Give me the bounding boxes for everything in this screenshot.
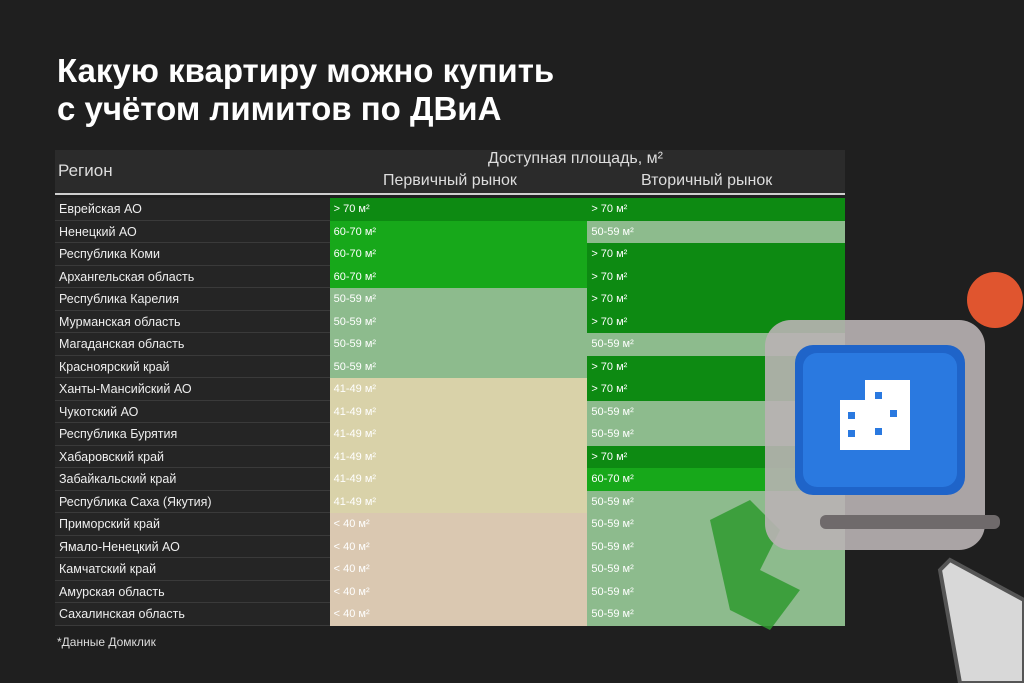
table: Регион Доступная площадь, м² Первичный р… — [55, 150, 845, 626]
primary-cell: 50-59 м² — [329, 310, 588, 333]
region-cell: Республика Бурятия — [55, 423, 330, 446]
region-cell: Республика Коми — [55, 243, 330, 266]
primary-cell: 50-59 м² — [329, 333, 588, 356]
primary-cell: 41-49 м² — [329, 400, 588, 423]
table-row: Сахалинская область < 40 м² 50-59 м² — [55, 603, 845, 626]
region-cell: Мурманская область — [55, 310, 330, 333]
title-line: с учётом лимитов по ДВиА — [57, 90, 502, 127]
region-cell: Республика Саха (Якутия) — [55, 490, 330, 513]
region-cell: Сахалинская область — [55, 603, 330, 626]
primary-cell: 50-59 м² — [329, 355, 588, 378]
region-cell: Приморский край — [55, 513, 330, 536]
title-line: Какую квартиру можно купить — [57, 52, 555, 89]
table-row: Республика Карелия 50-59 м² > 70 м² — [55, 288, 845, 311]
region-cell: Ненецкий АО — [55, 220, 330, 243]
primary-cell: 41-49 м² — [329, 423, 588, 446]
secondary-cell: > 70 м² — [587, 198, 845, 221]
primary-cell: < 40 м² — [329, 513, 588, 536]
primary-cell: 41-49 м² — [329, 445, 588, 468]
table-row: Архангельская область 60-70 м² > 70 м² — [55, 265, 845, 288]
table-row: Республика Коми 60-70 м² > 70 м² — [55, 243, 845, 266]
primary-cell: 60-70 м² — [329, 220, 588, 243]
region-cell: Республика Карелия — [55, 288, 330, 311]
primary-cell: 50-59 м² — [329, 288, 588, 311]
secondary-cell: 50-59 м² — [587, 220, 845, 243]
primary-cell: < 40 м² — [329, 580, 588, 603]
region-cell: Архангельская область — [55, 265, 330, 288]
primary-cell: 60-70 м² — [329, 265, 588, 288]
region-cell: Еврейская АО — [55, 198, 330, 221]
region-cell: Чукотский АО — [55, 400, 330, 423]
primary-cell: < 40 м² — [329, 535, 588, 558]
secondary-cell: > 70 м² — [587, 243, 845, 266]
secondary-cell: 50-59 м² — [587, 558, 845, 581]
header-primary: Первичный рынок — [383, 172, 517, 189]
secondary-cell: > 70 м² — [587, 288, 845, 311]
region-cell: Камчатский край — [55, 558, 330, 581]
table-body: Еврейская АО > 70 м² > 70 м² Ненецкий АО 60-… — [55, 198, 845, 626]
header-group: Доступная площадь, м² — [488, 150, 663, 167]
footnote: *Данные Домклик — [57, 635, 156, 649]
primary-cell: > 70 м² — [329, 198, 588, 221]
region-cell: Ханты-Мансийский АО — [55, 378, 330, 401]
header-secondary: Вторичный рынок — [641, 172, 773, 189]
region-cell: Хабаровский край — [55, 445, 330, 468]
region-cell: Ямало-Ненецкий АО — [55, 535, 330, 558]
primary-cell: 41-49 м² — [329, 378, 588, 401]
table-row: Амурская область < 40 м² 50-59 м² — [55, 580, 845, 603]
region-cell: Забайкальский край — [55, 468, 330, 491]
primary-cell: 41-49 м² — [329, 490, 588, 513]
region-cell: Магаданская область — [55, 333, 330, 356]
secondary-cell: > 70 м² — [587, 265, 845, 288]
header-region: Регион — [58, 161, 113, 180]
table-row: Камчатский край < 40 м² 50-59 м² — [55, 558, 845, 581]
primary-cell: 60-70 м² — [329, 243, 588, 266]
table-header: Регион Доступная площадь, м² Первичный р… — [55, 150, 845, 195]
region-cell: Красноярский край — [55, 355, 330, 378]
region-cell: Амурская область — [55, 580, 330, 603]
primary-cell: < 40 м² — [329, 603, 588, 626]
decoration — [710, 272, 1024, 683]
primary-cell: < 40 м² — [329, 558, 588, 581]
table-row: Еврейская АО > 70 м² > 70 м² — [55, 198, 845, 221]
primary-cell: 41-49 м² — [329, 468, 588, 491]
table-row: Ненецкий АО 60-70 м² 50-59 м² — [55, 220, 845, 243]
